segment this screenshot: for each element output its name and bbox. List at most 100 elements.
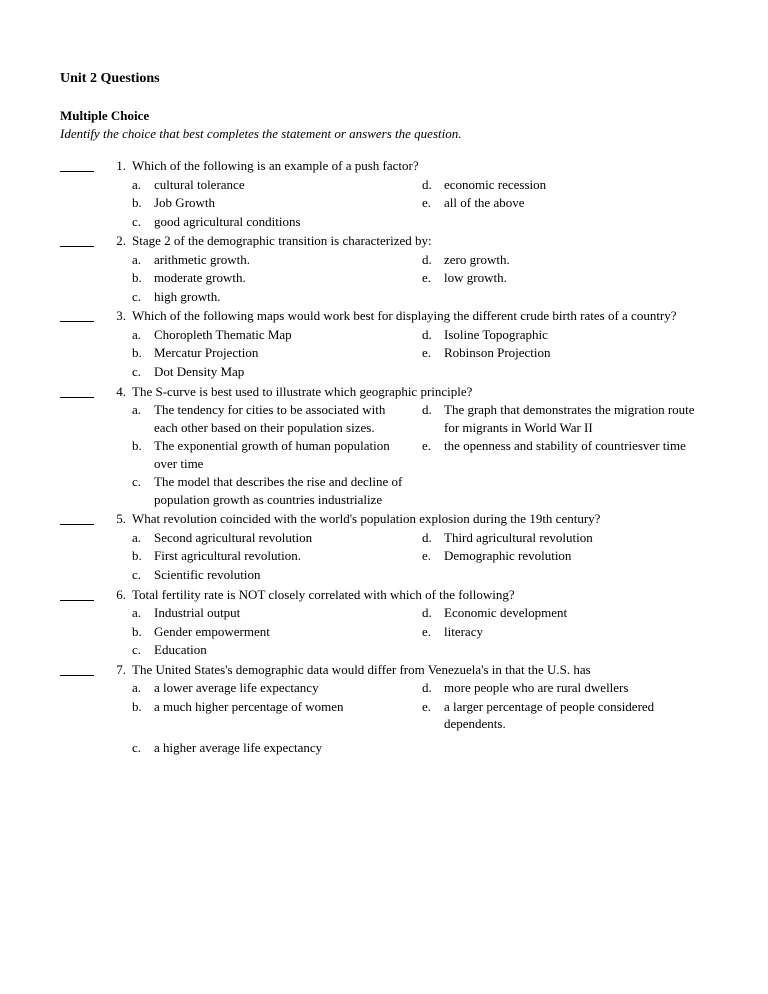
choice-text: [444, 473, 708, 508]
choices-grid: a.Choropleth Thematic Mapd.Isoline Topog…: [132, 326, 708, 381]
page-title: Unit 2 Questions: [60, 70, 708, 89]
choice-letter: a.: [132, 401, 150, 436]
question-block: 7.The United States's demographic data w…: [60, 661, 708, 757]
question-block: 1.Which of the following is an example o…: [60, 157, 708, 230]
question-body: Total fertility rate is NOT closely corr…: [132, 586, 708, 659]
choice-letter: e.: [422, 698, 440, 733]
answer-blank[interactable]: [60, 385, 94, 398]
choices-grid: a.Industrial outputd.Economic developmen…: [132, 604, 708, 659]
choices-grid: a.cultural toleranced.economic recession…: [132, 176, 708, 231]
answer-blank[interactable]: [60, 159, 94, 172]
choice-letter: [422, 566, 440, 584]
choice-text: Mercatur Projection: [154, 344, 418, 362]
choice-letter: b.: [132, 623, 150, 641]
choice-letter: a.: [132, 604, 150, 622]
choice-letter: [422, 473, 440, 508]
choice-letter: e.: [422, 269, 440, 287]
choice-text: Education: [154, 641, 418, 659]
question-block: 2.Stage 2 of the demographic transition …: [60, 232, 708, 305]
choice-letter: d.: [422, 529, 440, 547]
choice-letter: d.: [422, 401, 440, 436]
choice-text: Demographic revolution: [444, 547, 708, 565]
choice-text: a much higher percentage of women: [154, 698, 418, 733]
question-body: Which of the following is an example of …: [132, 157, 708, 230]
choice-text: high growth.: [154, 288, 418, 306]
choice-letter: d.: [422, 679, 440, 697]
choice-letter: d.: [422, 251, 440, 269]
question-block: 6.Total fertility rate is NOT closely co…: [60, 586, 708, 659]
answer-blank[interactable]: [60, 588, 94, 601]
choice-letter: e.: [422, 547, 440, 565]
choice-text: [444, 213, 708, 231]
choice-text: all of the above: [444, 194, 708, 212]
question-number: 2.: [104, 232, 132, 305]
choice-letter: b.: [132, 547, 150, 565]
choice-letter: a.: [132, 251, 150, 269]
choice-text: Dot Density Map: [154, 363, 418, 381]
choice-letter: d.: [422, 604, 440, 622]
choice-text: Job Growth: [154, 194, 418, 212]
choice-text: a lower average life expectancy: [154, 679, 418, 697]
question-body: Stage 2 of the demographic transition is…: [132, 232, 708, 305]
choice-text: Second agricultural revolution: [154, 529, 418, 547]
choice-text: zero growth.: [444, 251, 708, 269]
choice-text: Isoline Topographic: [444, 326, 708, 344]
question-stem: The United States's demographic data wou…: [132, 661, 708, 679]
choice-text: economic recession: [444, 176, 708, 194]
choice-letter: [422, 288, 440, 306]
question-body: The United States's demographic data wou…: [132, 661, 708, 757]
choice-letter: d.: [422, 326, 440, 344]
choice-letter: c.: [132, 213, 150, 231]
choice-text: First agricultural revolution.: [154, 547, 418, 565]
section-heading: Multiple Choice: [60, 107, 708, 125]
choice-letter: e.: [422, 437, 440, 472]
question-number: 5.: [104, 510, 132, 583]
choices-grid: a.Second agricultural revolutiond.Third …: [132, 529, 708, 584]
choice-text: Industrial output: [154, 604, 418, 622]
question-stem: Stage 2 of the demographic transition is…: [132, 232, 708, 250]
choice-letter: c.: [132, 641, 150, 659]
choice-text: [444, 288, 708, 306]
choice-letter: e.: [422, 623, 440, 641]
question-stem: Total fertility rate is NOT closely corr…: [132, 586, 708, 604]
choice-text: more people who are rural dwellers: [444, 679, 708, 697]
choice-text: The tendency for cities to be associated…: [154, 401, 418, 436]
choice-text: [444, 641, 708, 659]
choice-letter: a.: [132, 326, 150, 344]
choice-text: Robinson Projection: [444, 344, 708, 362]
choice-text: Economic development: [444, 604, 708, 622]
choice-text: cultural tolerance: [154, 176, 418, 194]
choice-text: a higher average life expectancy: [154, 739, 418, 757]
choice-text: literacy: [444, 623, 708, 641]
choice-letter: c.: [132, 739, 150, 757]
choice-letter: e.: [422, 194, 440, 212]
question-stem: Which of the following is an example of …: [132, 157, 708, 175]
choice-text: Gender empowerment: [154, 623, 418, 641]
choice-letter: c.: [132, 473, 150, 508]
choice-letter: [422, 213, 440, 231]
choice-text: Scientific revolution: [154, 566, 418, 584]
questions-container: 1.Which of the following is an example o…: [60, 157, 708, 757]
choice-letter: e.: [422, 344, 440, 362]
choice-text: The model that describes the rise and de…: [154, 473, 418, 508]
choices-grid: a.arithmetic growth.d.zero growth.b.mode…: [132, 251, 708, 306]
answer-blank[interactable]: [60, 512, 94, 525]
choices-grid: a.a lower average life expectancyd.more …: [132, 679, 708, 733]
answer-blank[interactable]: [60, 663, 94, 676]
question-number: 7.: [104, 661, 132, 757]
choice-letter: b.: [132, 269, 150, 287]
answer-blank[interactable]: [60, 234, 94, 247]
choice-letter: [422, 641, 440, 659]
choice-letter: a.: [132, 679, 150, 697]
answer-blank[interactable]: [60, 309, 94, 322]
choice-letter: a.: [132, 176, 150, 194]
question-body: Which of the following maps would work b…: [132, 307, 708, 380]
choice-text: good agricultural conditions: [154, 213, 418, 231]
trailing-choice-row: c.a higher average life expectancy: [132, 739, 708, 757]
question-stem: The S-curve is best used to illustrate w…: [132, 383, 708, 401]
choice-letter: c.: [132, 566, 150, 584]
question-number: 1.: [104, 157, 132, 230]
choice-text: low growth.: [444, 269, 708, 287]
choice-text: arithmetic growth.: [154, 251, 418, 269]
choice-text: [444, 566, 708, 584]
